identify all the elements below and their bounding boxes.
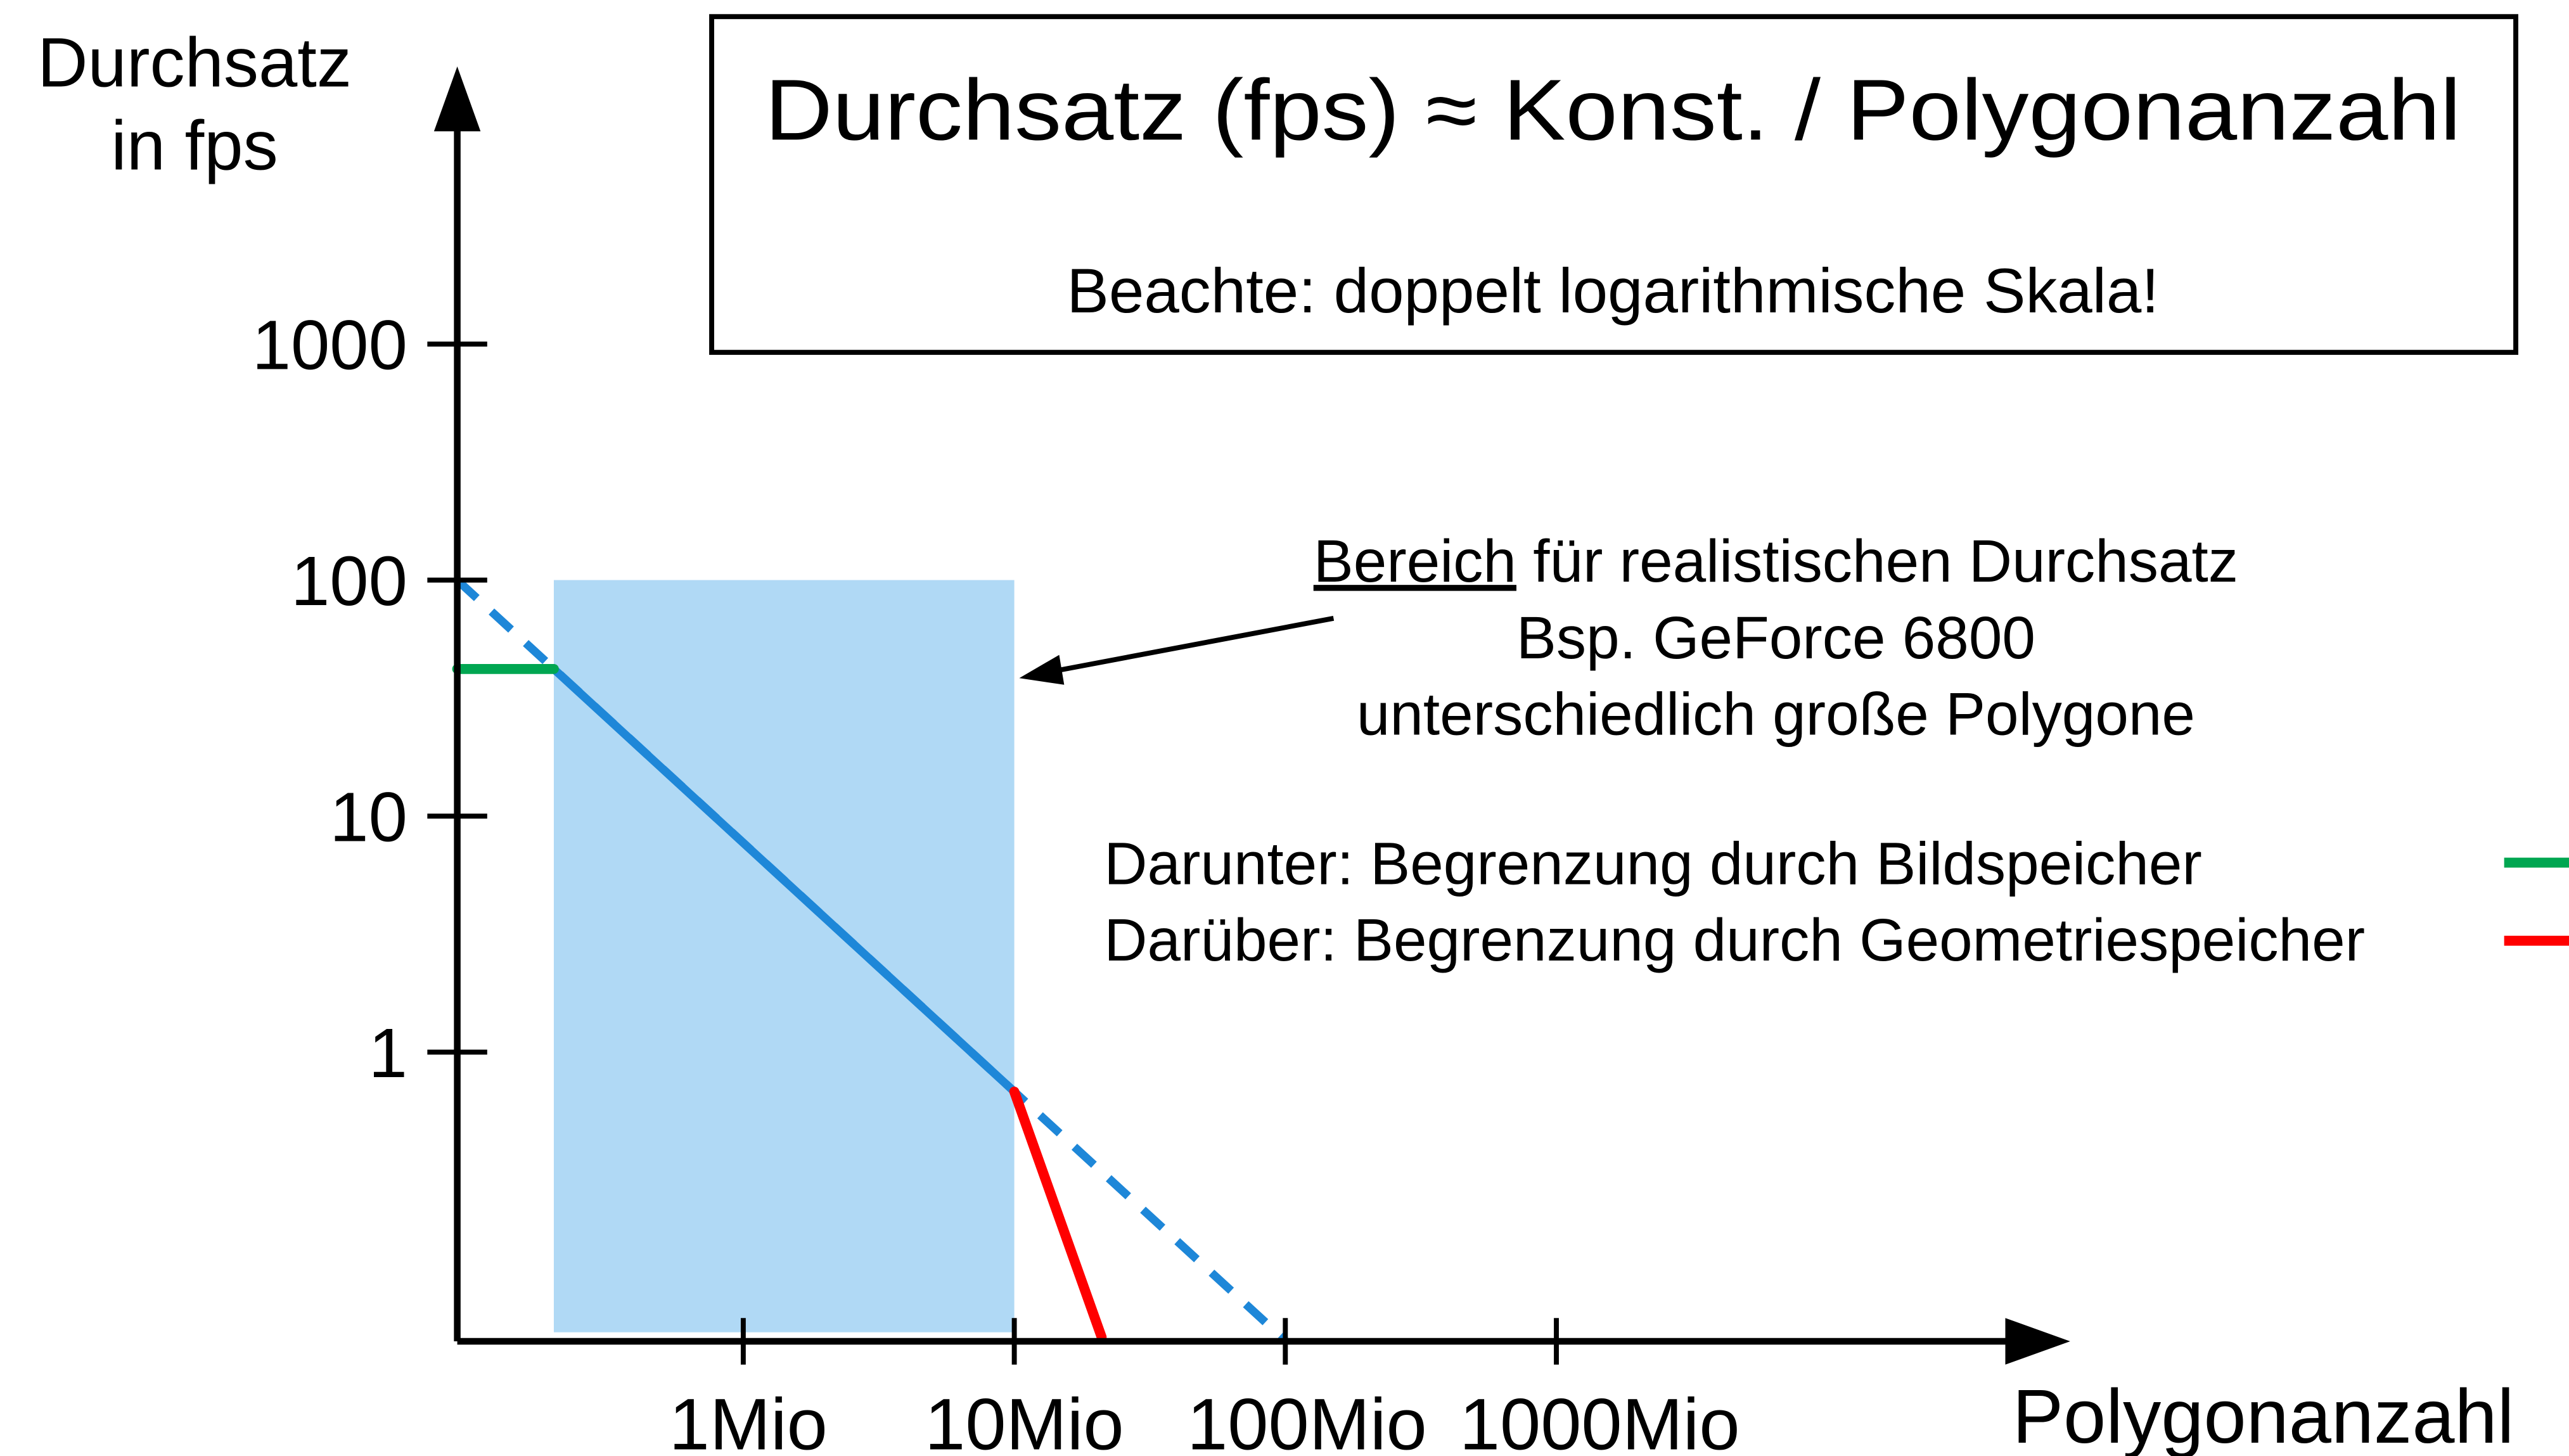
annotation-line3: unterschiedlich große Polygone <box>1357 681 2195 748</box>
legend-below-label: Darunter: Begrenzung durch Bildspeicher <box>1104 831 2202 898</box>
y-axis-arrowhead <box>433 66 481 132</box>
y-tick-label: 1000 <box>252 306 407 384</box>
x-axis-arrowhead <box>2005 1318 2070 1365</box>
annotation-line2: Bsp. GeForce 6800 <box>1516 604 2035 672</box>
x-tick-label: 100Mio <box>1187 1384 1427 1456</box>
annotation-line1-rest: für realistischen Durchsatz <box>1516 528 2238 595</box>
y-axis-title-line1: Durchsatz <box>37 23 352 101</box>
y-axis-ticks <box>427 342 487 1055</box>
formula-box-border <box>709 14 2518 355</box>
scale-note-text: Beachte: doppelt logarithmische Skala! <box>1067 256 2159 326</box>
y-tick-label: 1 <box>369 1014 407 1092</box>
x-axis-ticks <box>740 1318 1559 1365</box>
realistic-region <box>553 580 1015 1332</box>
x-axis-title: Polygonanzahl <box>2013 1374 2515 1456</box>
x-tick-label: 1000Mio <box>1459 1384 1740 1456</box>
x-tick-label: 10Mio <box>925 1384 1124 1456</box>
legend-above-label: Darüber: Begrenzung durch Geometriespeic… <box>1104 907 2365 974</box>
geometry-limit-line <box>1009 1087 1107 1343</box>
annotation-line1: Bereich für realistischen Durchsatz <box>1314 528 2238 595</box>
annotation-arrow <box>1060 615 1335 673</box>
y-tick-label: 100 <box>291 542 407 620</box>
x-tick-label: 1Mio <box>669 1384 828 1456</box>
y-axis-title-line2: in fps <box>111 107 278 185</box>
formula-text: Durchsatz (fps) ≈ Konst. / Polygonanzahl <box>765 61 2461 158</box>
annotation-underlined: Bereich <box>1314 528 1516 595</box>
y-tick-label: 10 <box>330 778 407 856</box>
annotation-arrowhead <box>1019 655 1065 685</box>
realistic-throughput-line <box>549 665 1019 1096</box>
